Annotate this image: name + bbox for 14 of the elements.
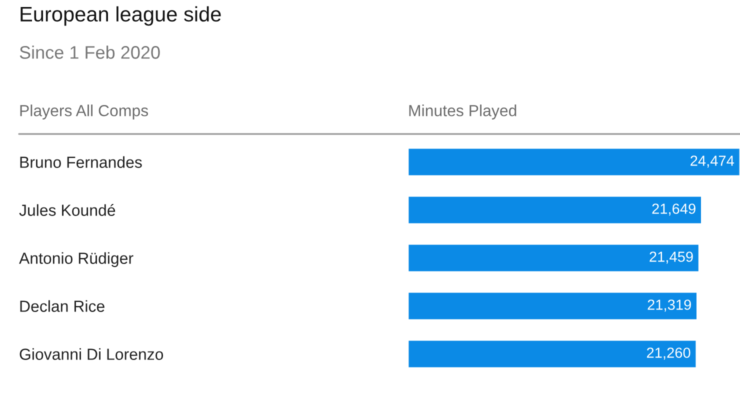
text: European league side [20,6,221,26]
y-tick-label: Jules Koundé [19,204,116,216]
data-label: 21,649 [652,204,696,216]
text: Since 1 Feb 2020 [20,46,160,59]
y-tick-label: Antonio Rüdiger [19,252,134,268]
data-label: 21,260 [646,348,690,360]
data-label: 24,474 [690,156,734,168]
y-tick-label: Giovanni Di Lorenzo [20,348,164,360]
y-tick-label: Bruno Fernandes [20,156,142,168]
data-label: 21,459 [650,252,693,264]
data-label: 21,319 [648,300,691,312]
x-axis-title: Minutes Played [409,104,516,120]
y-tick-label: Declan Rice [20,300,104,312]
y-axis-title: Players All Comps [20,104,148,120]
